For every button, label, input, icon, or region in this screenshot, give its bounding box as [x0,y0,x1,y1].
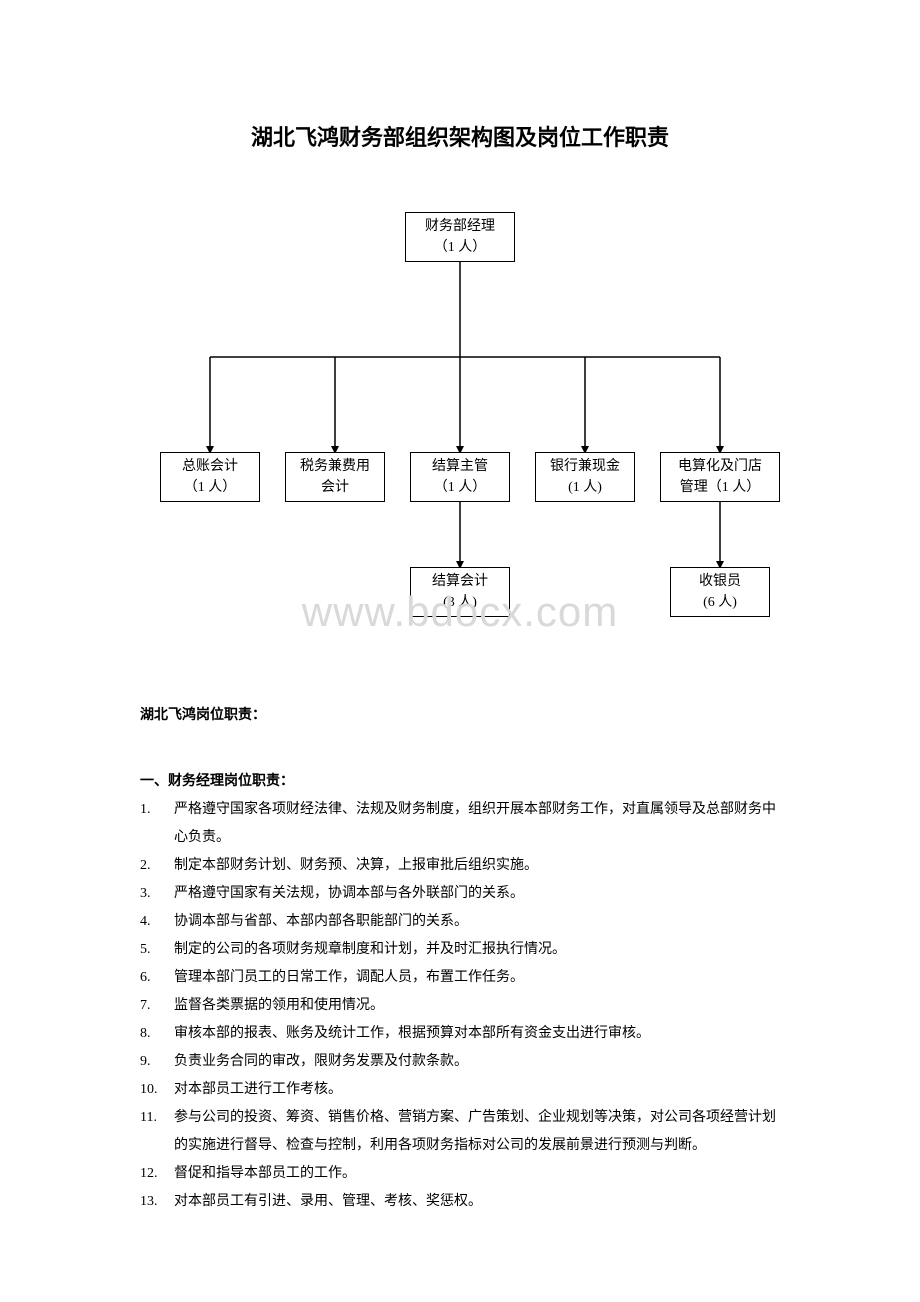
duty-item: 督促和指导本部员工的工作。 [140,1160,780,1188]
org-node-line2: 会计 [321,477,349,498]
duty-item: 协调本部与省部、本部内部各职能部门的关系。 [140,908,780,936]
content-body: 湖北飞鸿岗位职责： 一、财务经理岗位职责： 严格遵守国家各项财经法律、法规及财务… [140,702,780,1216]
org-node-line1: 税务兼费用 [300,456,370,477]
duty-item: 严格遵守国家各项财经法律、法规及财务制度，组织开展本部财务工作，对直属领导及总部… [140,796,780,852]
page-title: 湖北飞鸿财务部组织架构图及岗位工作职责 [140,120,780,152]
duties-list: 严格遵守国家各项财经法律、法规及财务制度，组织开展本部财务工作，对直属领导及总部… [140,796,780,1216]
org-node-line1: 结算主管 [432,456,488,477]
org-node-n2: 税务兼费用会计 [285,452,385,502]
duty-item: 制定的公司的各项财务规章制度和计划，并及时汇报执行情况。 [140,936,780,964]
org-node-line1: 总账会计 [182,456,238,477]
org-node-line2: （1 人） [434,237,487,258]
org-node-line2: （1 人） [184,477,237,498]
duty-item: 管理本部门员工的日常工作，调配人员，布置工作任务。 [140,964,780,992]
org-node-line1: 财务部经理 [425,216,495,237]
duty-item: 负责业务合同的审改，限财务发票及付款条款。 [140,1048,780,1076]
section-intro: 湖北飞鸿岗位职责： [140,702,780,730]
org-node-n1: 总账会计（1 人） [160,452,260,502]
duty-item: 参与公司的投资、筹资、销售价格、营销方案、广告策划、企业规划等决策，对公司各项经… [140,1104,780,1160]
duty-item: 监督各类票据的领用和使用情况。 [140,992,780,1020]
org-node-n5: 电算化及门店管理（1 人） [660,452,780,502]
org-node-n3: 结算主管（1 人） [410,452,510,502]
section1-heading: 一、财务经理岗位职责： [140,768,780,796]
org-node-line1: 银行兼现金 [550,456,620,477]
org-node-line2: (6 人) [703,592,737,613]
duty-item: 对本部员工进行工作考核。 [140,1076,780,1104]
duty-item: 制定本部财务计划、财务预、决算，上报审批后组织实施。 [140,852,780,880]
org-node-line1: 收银员 [699,571,741,592]
duty-item: 审核本部的报表、账务及统计工作，根据预算对本部所有资金支出进行审核。 [140,1020,780,1048]
org-node-root: 财务部经理（1 人） [405,212,515,262]
org-chart: 财务部经理（1 人）总账会计（1 人）税务兼费用会计结算主管（1 人）银行兼现金… [140,212,780,652]
org-node-c5: 收银员(6 人) [670,567,770,617]
org-node-line2: （1 人） [434,477,487,498]
org-node-line1: 电算化及门店 [678,456,762,477]
org-node-line2: 管理（1 人） [680,477,761,498]
duty-item: 严格遵守国家有关法规，协调本部与各外联部门的关系。 [140,880,780,908]
org-node-n4: 银行兼现金(1 人) [535,452,635,502]
watermark: www.bdocx.com [302,588,618,636]
org-node-line2: (1 人) [568,477,602,498]
duty-item: 对本部员工有引进、录用、管理、考核、奖惩权。 [140,1188,780,1216]
